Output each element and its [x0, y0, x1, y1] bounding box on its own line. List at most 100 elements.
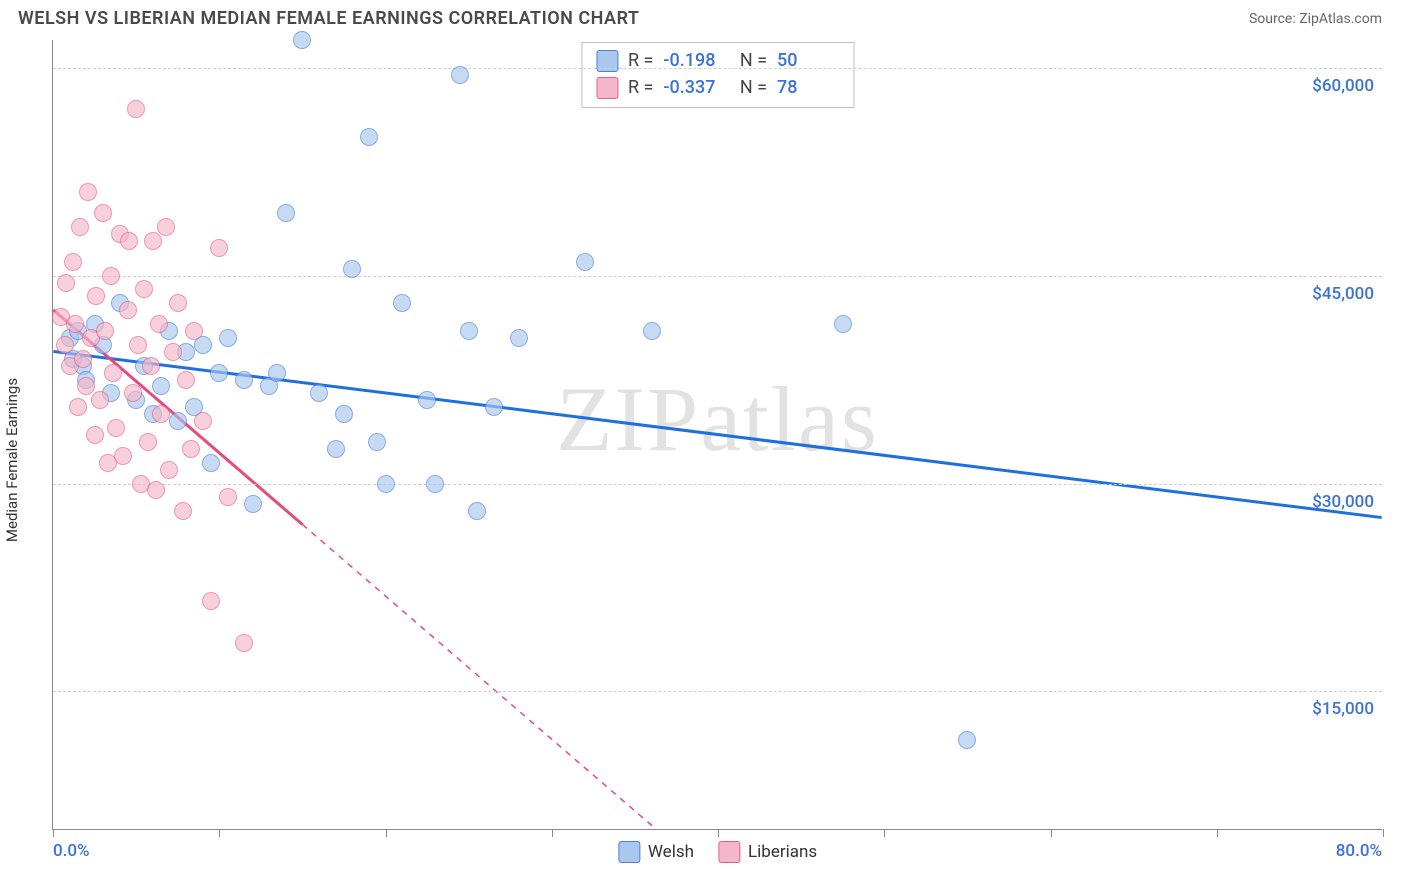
- data-point: [343, 260, 361, 278]
- data-point: [202, 592, 220, 610]
- data-point: [377, 475, 395, 493]
- y-tick-label: $30,000: [1312, 492, 1374, 512]
- x-min-label: 0.0%: [53, 841, 90, 861]
- legend-swatch: [618, 841, 640, 863]
- data-point: [152, 377, 170, 395]
- stat-r-value: -0.337: [663, 74, 725, 101]
- data-point: [451, 66, 469, 84]
- legend-swatch: [718, 841, 740, 863]
- stat-key: R =: [628, 74, 653, 101]
- data-point: [157, 218, 175, 236]
- watermark-text: ZIPatlas: [556, 366, 879, 472]
- data-point: [460, 322, 478, 340]
- series-legend: Welsh Liberians: [618, 841, 817, 863]
- data-point: [310, 384, 328, 402]
- data-point: [124, 384, 142, 402]
- data-point: [71, 218, 89, 236]
- data-point: [74, 350, 92, 368]
- x-max-label: 80.0%: [1336, 841, 1382, 861]
- stats-row: R = -0.337 N = 78: [596, 74, 839, 101]
- stats-row: R =-0.198 N =50: [596, 47, 839, 74]
- data-point: [277, 204, 295, 222]
- data-point: [244, 495, 262, 513]
- data-point: [194, 412, 212, 430]
- data-point: [139, 433, 157, 451]
- data-point: [86, 426, 104, 444]
- stat-key: R =: [628, 47, 653, 74]
- x-tick: [884, 829, 885, 837]
- stat-key: N =: [735, 74, 767, 101]
- data-point: [144, 232, 162, 250]
- source-attribution: Source: ZipAtlas.com: [1249, 11, 1382, 27]
- data-point: [142, 357, 160, 375]
- data-point: [185, 322, 203, 340]
- data-point: [64, 253, 82, 271]
- x-tick: [386, 829, 387, 837]
- data-point: [104, 364, 122, 382]
- data-point: [79, 183, 97, 201]
- data-point: [426, 475, 444, 493]
- data-point: [91, 391, 109, 409]
- data-point: [510, 329, 528, 347]
- data-point: [94, 204, 112, 222]
- data-point: [182, 440, 200, 458]
- data-point: [834, 315, 852, 333]
- data-point: [127, 100, 145, 118]
- data-point: [147, 481, 165, 499]
- data-point: [219, 488, 237, 506]
- x-tick: [1383, 829, 1384, 837]
- stat-n-value: 50: [777, 47, 839, 74]
- data-point: [150, 315, 168, 333]
- legend-label: Liberians: [748, 842, 817, 862]
- y-tick-label: $60,000: [1312, 76, 1374, 96]
- data-point: [958, 731, 976, 749]
- stat-key: N =: [735, 47, 767, 74]
- data-point: [66, 315, 84, 333]
- data-point: [169, 412, 187, 430]
- x-tick: [53, 829, 54, 837]
- plot-area: ZIPatlas R =-0.198 N =50R =-0.337 N =78 …: [52, 40, 1382, 830]
- y-tick-label: $15,000: [1312, 699, 1374, 719]
- data-point: [69, 398, 87, 416]
- chart-container: Median Female Earnings ZIPatlas R =-0.19…: [18, 40, 1388, 880]
- data-point: [235, 634, 253, 652]
- x-tick: [219, 829, 220, 837]
- data-point: [102, 267, 120, 285]
- data-point: [210, 239, 228, 257]
- data-point: [576, 253, 594, 271]
- data-point: [368, 433, 386, 451]
- data-point: [57, 274, 75, 292]
- data-point: [210, 364, 228, 382]
- legend-label: Welsh: [648, 842, 694, 862]
- y-axis-label: Median Female Earnings: [3, 378, 21, 542]
- legend-item: Liberians: [718, 841, 817, 863]
- data-point: [393, 294, 411, 312]
- x-tick: [1217, 829, 1218, 837]
- legend-item: Welsh: [618, 841, 694, 863]
- data-point: [135, 280, 153, 298]
- data-point: [335, 405, 353, 423]
- data-point: [164, 343, 182, 361]
- data-point: [87, 287, 105, 305]
- data-point: [152, 405, 170, 423]
- data-point: [643, 322, 661, 340]
- x-tick: [1051, 829, 1052, 837]
- x-tick: [552, 829, 553, 837]
- gridline: [53, 276, 1382, 277]
- stat-n-value: 78: [777, 74, 839, 101]
- data-point: [418, 391, 436, 409]
- data-point: [177, 371, 195, 389]
- gridline: [53, 68, 1382, 69]
- data-point: [169, 294, 187, 312]
- data-point: [174, 502, 192, 520]
- gridline: [53, 484, 1382, 485]
- trend-line: [302, 524, 800, 829]
- data-point: [360, 128, 378, 146]
- data-point: [327, 440, 345, 458]
- data-point: [235, 371, 253, 389]
- correlation-stats-box: R =-0.198 N =50R =-0.337 N =78: [581, 42, 854, 108]
- data-point: [96, 322, 114, 340]
- data-point: [107, 419, 125, 437]
- data-point: [56, 336, 74, 354]
- x-tick: [718, 829, 719, 837]
